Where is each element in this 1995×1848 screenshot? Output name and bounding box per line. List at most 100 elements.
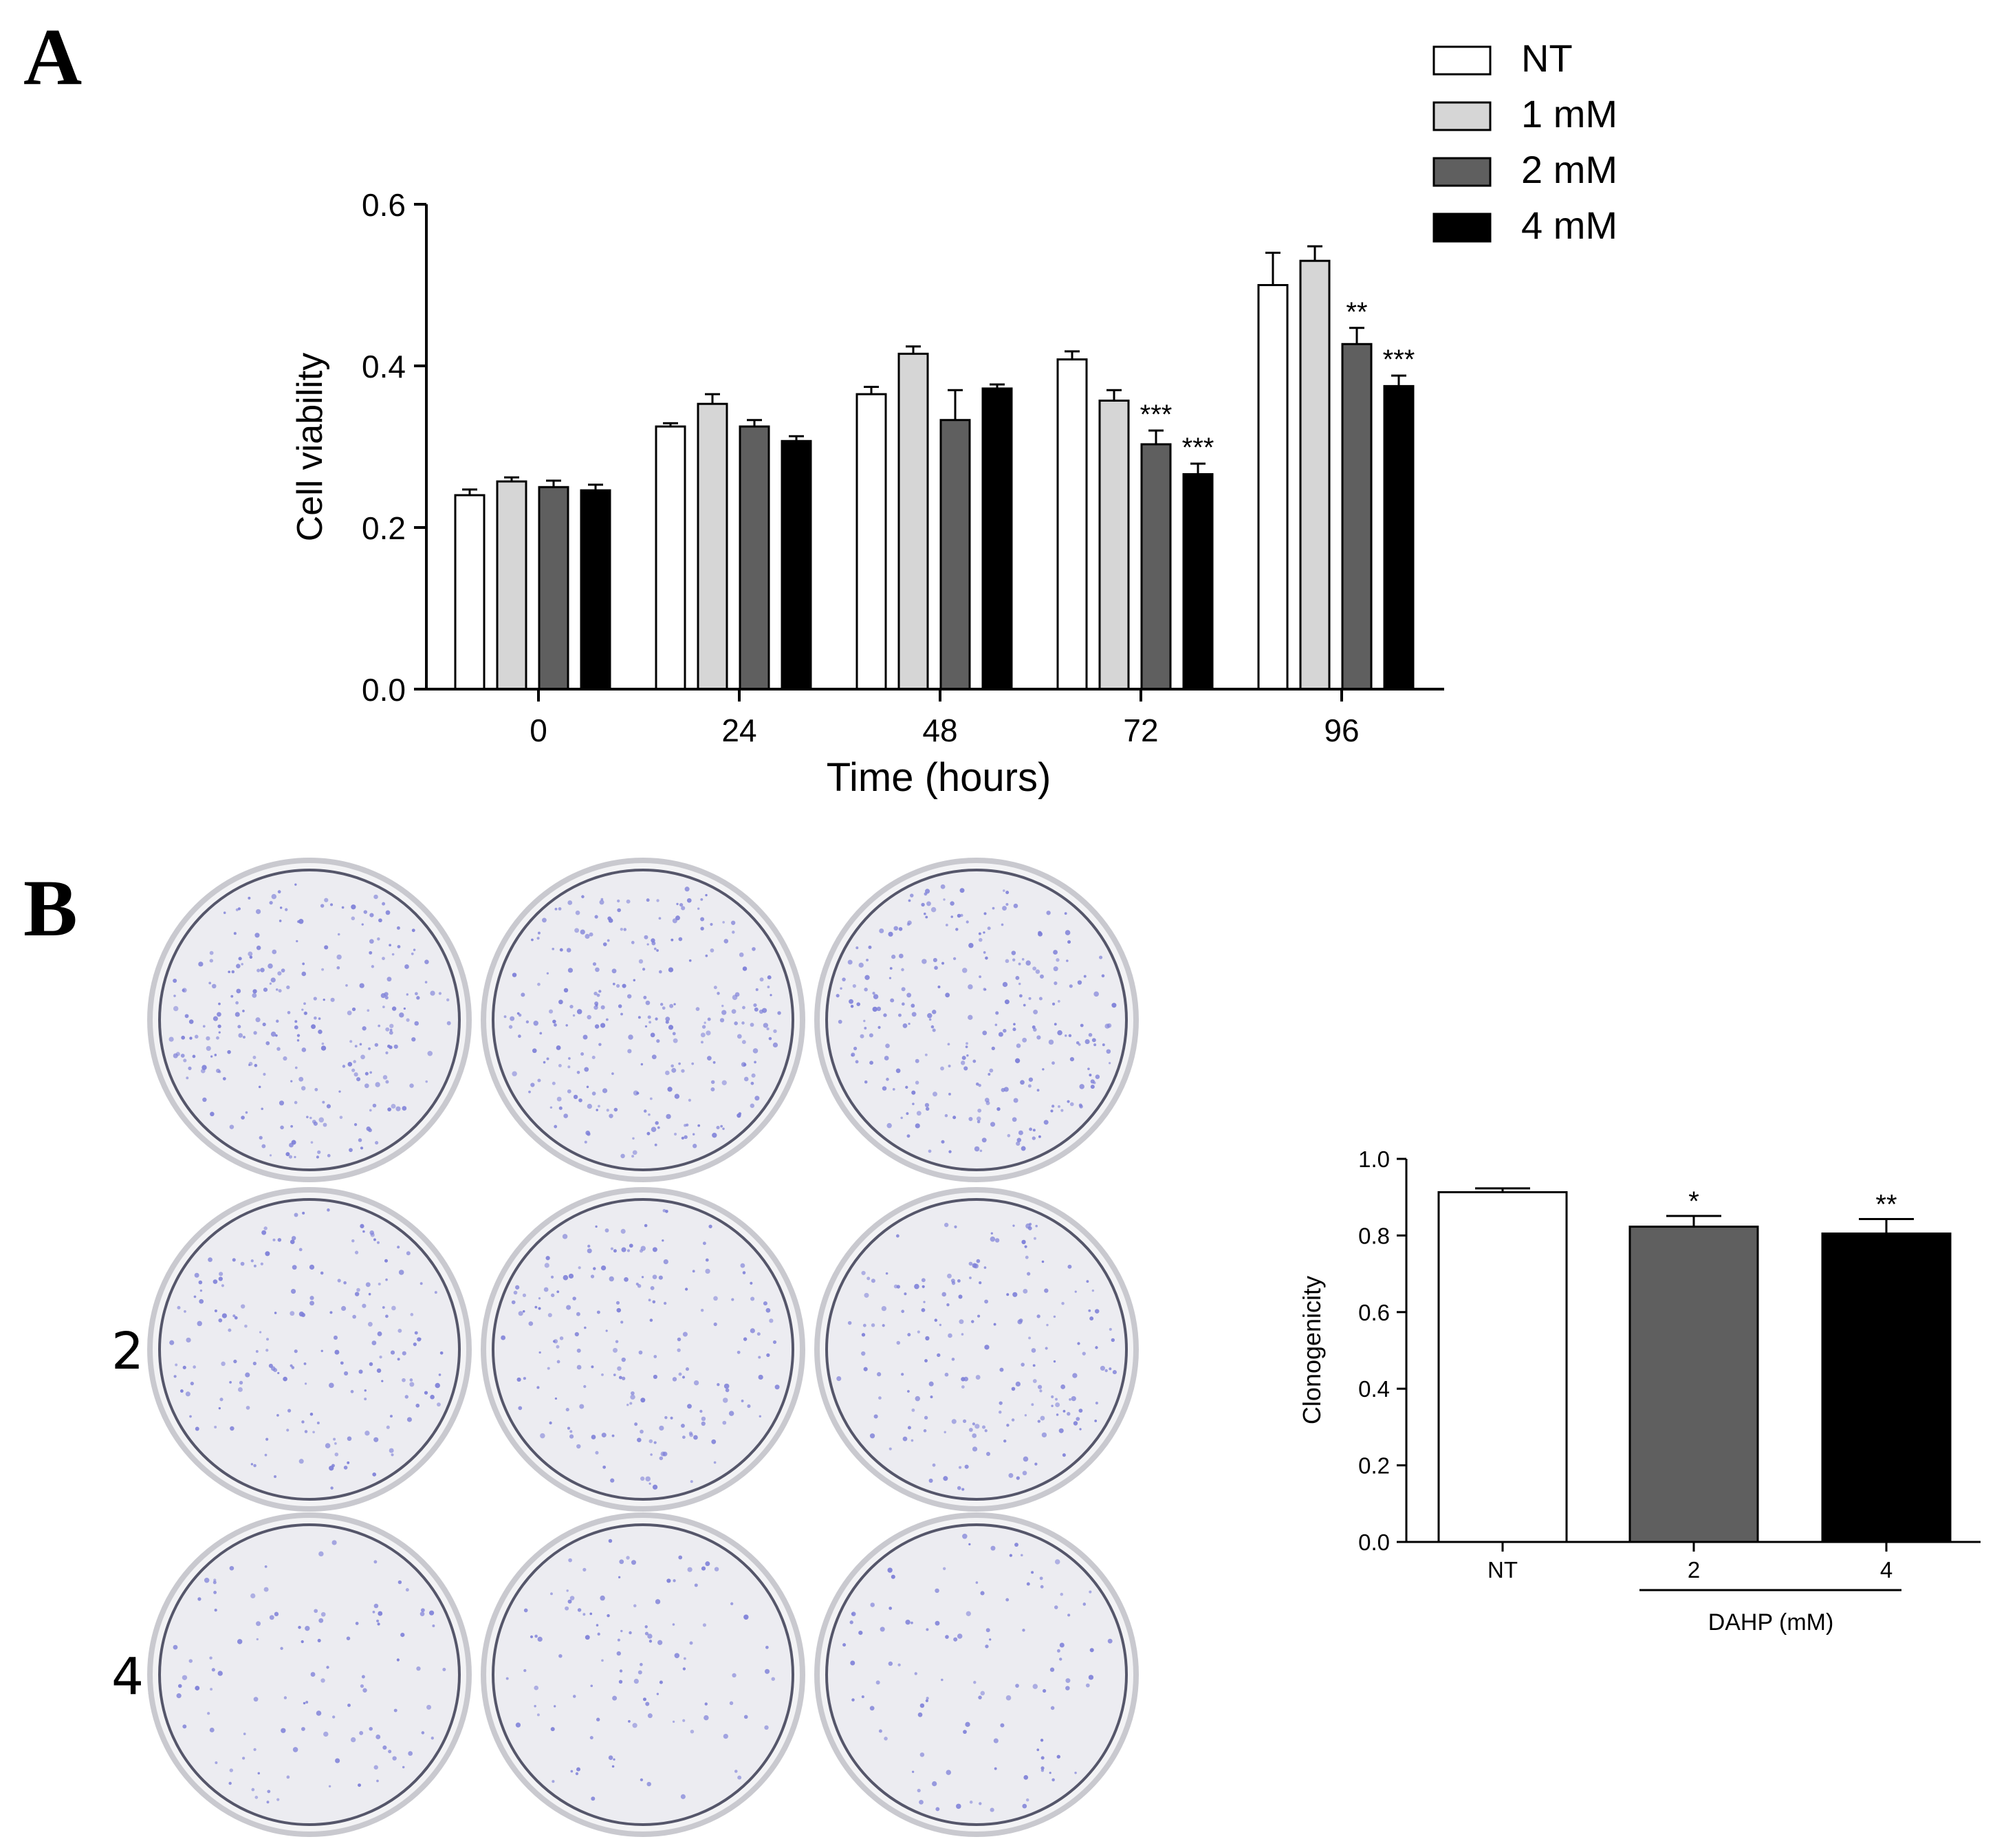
colony-dot <box>537 1078 541 1083</box>
colony-dot <box>943 898 946 901</box>
colony-dot <box>847 959 853 965</box>
colony-dot <box>306 1116 309 1118</box>
colony-dot <box>961 1385 965 1389</box>
colony-dot <box>387 1107 392 1112</box>
colony-dot <box>1025 960 1031 966</box>
colony-dot <box>303 1002 306 1005</box>
colony-dot <box>442 1668 446 1672</box>
colony-dot <box>278 989 282 993</box>
colony-dot <box>643 995 647 999</box>
y-tick-label: 0.2 <box>362 510 406 546</box>
colony-dot <box>214 1608 217 1612</box>
colony-dot <box>368 1292 371 1296</box>
colony-dot <box>576 1009 582 1014</box>
colony-dot <box>337 1279 341 1283</box>
colony-dot <box>968 1428 973 1432</box>
colony-dot <box>750 1296 755 1301</box>
plate-dish <box>158 1523 461 1826</box>
colony-dot <box>681 906 686 911</box>
colony-dot <box>532 1048 537 1054</box>
colony-dot <box>250 1593 256 1599</box>
plate-dish <box>492 1198 794 1501</box>
colony-dot <box>688 1431 693 1435</box>
colony-dot <box>218 1002 221 1005</box>
colony-dot <box>1060 1384 1066 1389</box>
colony-dot <box>765 1645 769 1649</box>
colony-dot <box>364 1389 367 1392</box>
colony-dot <box>907 1426 911 1430</box>
colony-dot <box>979 975 982 979</box>
colony-dot <box>260 1262 263 1265</box>
colony-dot <box>329 1311 333 1314</box>
colony-dot <box>885 1043 890 1049</box>
colony-dot <box>645 1702 650 1706</box>
colony-dot <box>710 948 715 953</box>
colony-dot <box>229 1124 235 1129</box>
bar <box>939 419 971 691</box>
colony-dot <box>653 1355 657 1358</box>
colony-dot <box>1012 1117 1017 1122</box>
colony-dot <box>632 1150 637 1155</box>
colony-dot <box>574 1331 579 1337</box>
colony-dot <box>1090 1085 1095 1089</box>
colony-dot <box>245 1372 250 1378</box>
colony-dot <box>581 895 585 899</box>
colony-dot <box>849 1620 853 1624</box>
colony-dot <box>523 1608 528 1613</box>
colony-dot <box>209 1656 212 1660</box>
colony-dot <box>1040 1739 1044 1742</box>
colony-dot <box>932 1010 937 1014</box>
colony-dot <box>927 1013 933 1019</box>
colony-dot <box>327 1208 330 1212</box>
colony-dot <box>1003 1028 1007 1033</box>
colony-dot <box>330 903 334 906</box>
colony-dot <box>602 942 607 946</box>
colony-dot <box>915 1058 919 1063</box>
colony-dot <box>326 1666 329 1669</box>
colony-dot <box>377 1622 380 1626</box>
colony-dot <box>372 1472 377 1477</box>
colony-dot <box>754 1061 756 1064</box>
colony-dot <box>932 1028 936 1032</box>
colony-dot <box>261 1230 267 1235</box>
colony-dot <box>235 908 239 911</box>
colony-dot <box>558 999 563 1005</box>
colony-dot <box>330 997 335 1002</box>
colony-dot <box>963 1376 968 1382</box>
colony-dot <box>644 1224 648 1228</box>
colony-dot <box>600 1265 607 1271</box>
colony-dot <box>1028 1077 1034 1082</box>
colony-dot <box>182 1724 187 1729</box>
colony-dot <box>1021 1554 1023 1557</box>
colony-dot <box>852 984 856 988</box>
colony-dot <box>628 1034 633 1040</box>
colony-dot <box>655 1599 661 1605</box>
colony-dot <box>338 1090 341 1093</box>
colony-dot <box>417 1337 422 1342</box>
colony-dot <box>600 1023 606 1028</box>
colony-dot <box>613 1107 618 1112</box>
colony-dot <box>981 1425 986 1429</box>
colony-dot <box>1005 1598 1010 1602</box>
colony-dot <box>713 986 717 990</box>
colony-dot <box>1039 1389 1043 1393</box>
colony-dot <box>242 1010 245 1012</box>
colony-dot <box>612 1347 618 1353</box>
colony-dot <box>701 1566 706 1571</box>
colony-dot <box>214 1054 217 1056</box>
colony-dot <box>369 950 373 955</box>
colony-dot <box>590 1684 593 1688</box>
colony-dot <box>673 1132 677 1136</box>
colony-dot <box>382 902 386 906</box>
colony-dot <box>1067 1264 1072 1269</box>
colony-dot <box>241 1116 245 1120</box>
colony-dot <box>1033 1009 1038 1014</box>
colony-dot <box>373 1437 379 1442</box>
colony-dot <box>671 1067 677 1073</box>
y-tick-label: 0.8 <box>1358 1223 1390 1248</box>
colony-dot <box>518 1034 521 1039</box>
colony-dot <box>286 1428 290 1432</box>
colony-dot <box>983 1266 987 1269</box>
colony-dot <box>218 1318 223 1323</box>
colony-dot <box>1053 1360 1056 1363</box>
